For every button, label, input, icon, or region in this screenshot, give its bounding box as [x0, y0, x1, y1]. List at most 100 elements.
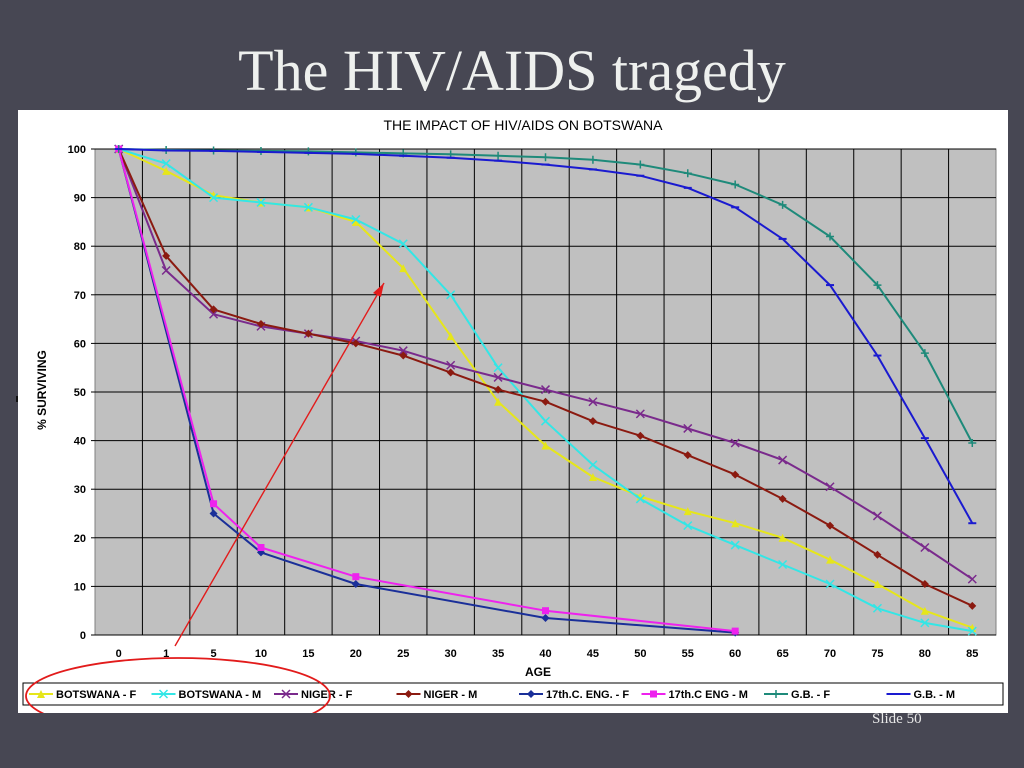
data-point-botswana-m: [161, 159, 171, 169]
data-point-niger-f: [730, 438, 740, 448]
data-point-botswana-m: [540, 416, 551, 426]
x-tick-label: 75: [871, 648, 883, 660]
data-point-g-b-f: [541, 153, 550, 162]
x-tick-label: 65: [776, 648, 788, 660]
data-point-g-b-f: [588, 155, 597, 164]
legend-entry-botswana-f: BOTSWANA - F: [29, 689, 137, 701]
series-line-17th-c-eng-f: [117, 148, 736, 634]
legend-marker: [772, 690, 780, 698]
y-tick-label: 80: [74, 241, 86, 253]
data-point-niger-f: [209, 309, 219, 319]
y-axis-label: % SURVIVING: [35, 350, 49, 430]
data-point-botswana-m: [446, 290, 456, 300]
data-point-niger-f: [493, 372, 503, 382]
data-point-niger-m: [731, 470, 740, 479]
y-tick-label: 30: [74, 484, 86, 496]
x-tick-label: 10: [255, 648, 267, 660]
data-point-botswana-f: [494, 397, 503, 406]
data-point-botswana-f: [731, 519, 740, 528]
annotation-arrow: [174, 282, 385, 647]
data-point-niger-f: [398, 346, 408, 356]
data-point-g-b-f: [968, 439, 977, 448]
data-point-botswana-f: [683, 507, 692, 516]
x-tick-label: 5: [210, 648, 216, 660]
data-point-niger-m: [399, 351, 408, 360]
data-point-niger-f: [683, 423, 693, 433]
y-tick-label: 70: [74, 290, 86, 302]
data-point-niger-m: [209, 305, 218, 314]
data-point-niger-f: [920, 542, 930, 553]
x-tick-label: 80: [919, 648, 931, 660]
data-point-botswana-f: [446, 332, 455, 341]
x-tick-label: 1: [163, 648, 169, 660]
data-point-botswana-m: [351, 214, 361, 225]
legend-marker: [404, 690, 413, 698]
data-point-17th-c-eng-f: [209, 509, 218, 518]
data-point-niger-m: [304, 329, 313, 338]
legend-marker: [281, 689, 291, 699]
legend-label: NIGER - F: [301, 689, 353, 701]
data-point-niger-f: [446, 360, 456, 370]
x-tick-label: 85: [966, 648, 978, 660]
data-point-botswana-m: [209, 193, 219, 203]
data-point-botswana-m: [493, 363, 503, 373]
data-point-g-b-f: [731, 180, 740, 189]
x-tick-label: 60: [729, 648, 741, 660]
series-line-17th-c-eng-m: [117, 148, 736, 633]
data-point-botswana-m: [872, 603, 882, 613]
data-point-g-b-f: [873, 281, 882, 290]
data-point-botswana-f: [162, 166, 171, 175]
data-point-g-b-f: [778, 200, 787, 209]
x-axis-label: AGE: [525, 665, 551, 679]
x-tick-label: 70: [824, 648, 836, 660]
x-tick-label: 35: [492, 648, 504, 660]
y-tick-label: 60: [74, 338, 86, 350]
data-point-g-b-f: [351, 148, 360, 157]
data-point-botswana-m: [967, 626, 977, 636]
legend-entry-botswana-m: BOTSWANA - M: [151, 689, 261, 701]
data-point-botswana-f: [920, 606, 929, 615]
data-point-17th-c-eng-f: [351, 579, 360, 588]
x-tick-label: 30: [445, 648, 457, 660]
legend-label: G.B. - M: [914, 689, 956, 701]
data-point-niger-m: [446, 368, 455, 377]
data-point-niger-f: [872, 511, 882, 521]
data-point-g-b-f: [920, 349, 929, 358]
data-point-niger-m: [778, 494, 787, 503]
legend-label: NIGER - M: [424, 689, 478, 701]
legend-marker: [37, 690, 45, 698]
data-point-niger-m: [256, 319, 265, 328]
data-point-g-b-f: [683, 169, 692, 178]
data-point-17th-c-eng-m: [542, 607, 549, 615]
data-point-g-b-f: [494, 151, 503, 160]
data-point-botswana-f: [588, 473, 597, 482]
data-point-botswana-f: [541, 441, 550, 450]
legend-entry-niger-f: NIGER - F: [274, 689, 353, 701]
x-tick-label: 15: [302, 648, 314, 660]
legend-label: G.B. - F: [791, 689, 830, 701]
legend-label: BOTSWANA - F: [56, 689, 137, 701]
data-point-niger-m: [636, 431, 645, 440]
slide-title: The HIV/AIDS tragedy: [238, 38, 786, 103]
data-point-g-b-f: [636, 160, 645, 169]
legend-entry-niger-m: NIGER - M: [396, 689, 478, 701]
legend-box: [22, 682, 1004, 706]
x-tick-label: 55: [682, 648, 694, 660]
chart-panel: THE IMPACT OF HIV/AIDS ON BOTSWANA 0 10 20…: [18, 110, 1008, 735]
x-tick-label: 40: [539, 648, 551, 660]
data-point-niger-m: [826, 521, 835, 530]
x-tick-label: 0: [116, 648, 122, 660]
data-point-17th-c-eng-m: [731, 627, 739, 635]
y-tick-label: 20: [74, 533, 86, 545]
data-point-botswana-m: [920, 618, 930, 628]
data-point-niger-m: [683, 451, 692, 460]
y-tick-label: 10: [74, 581, 86, 593]
data-point-niger-m: [162, 251, 171, 260]
slide-number: Slide 50: [872, 711, 922, 727]
data-point-g-b-f: [826, 232, 835, 241]
data-point-botswana-m: [398, 239, 408, 249]
data-point-niger-m: [588, 417, 597, 426]
legend-label: 17th.C ENG - M: [669, 689, 748, 701]
x-tick-label: 20: [350, 648, 362, 660]
y-tick-label: 90: [74, 193, 86, 205]
